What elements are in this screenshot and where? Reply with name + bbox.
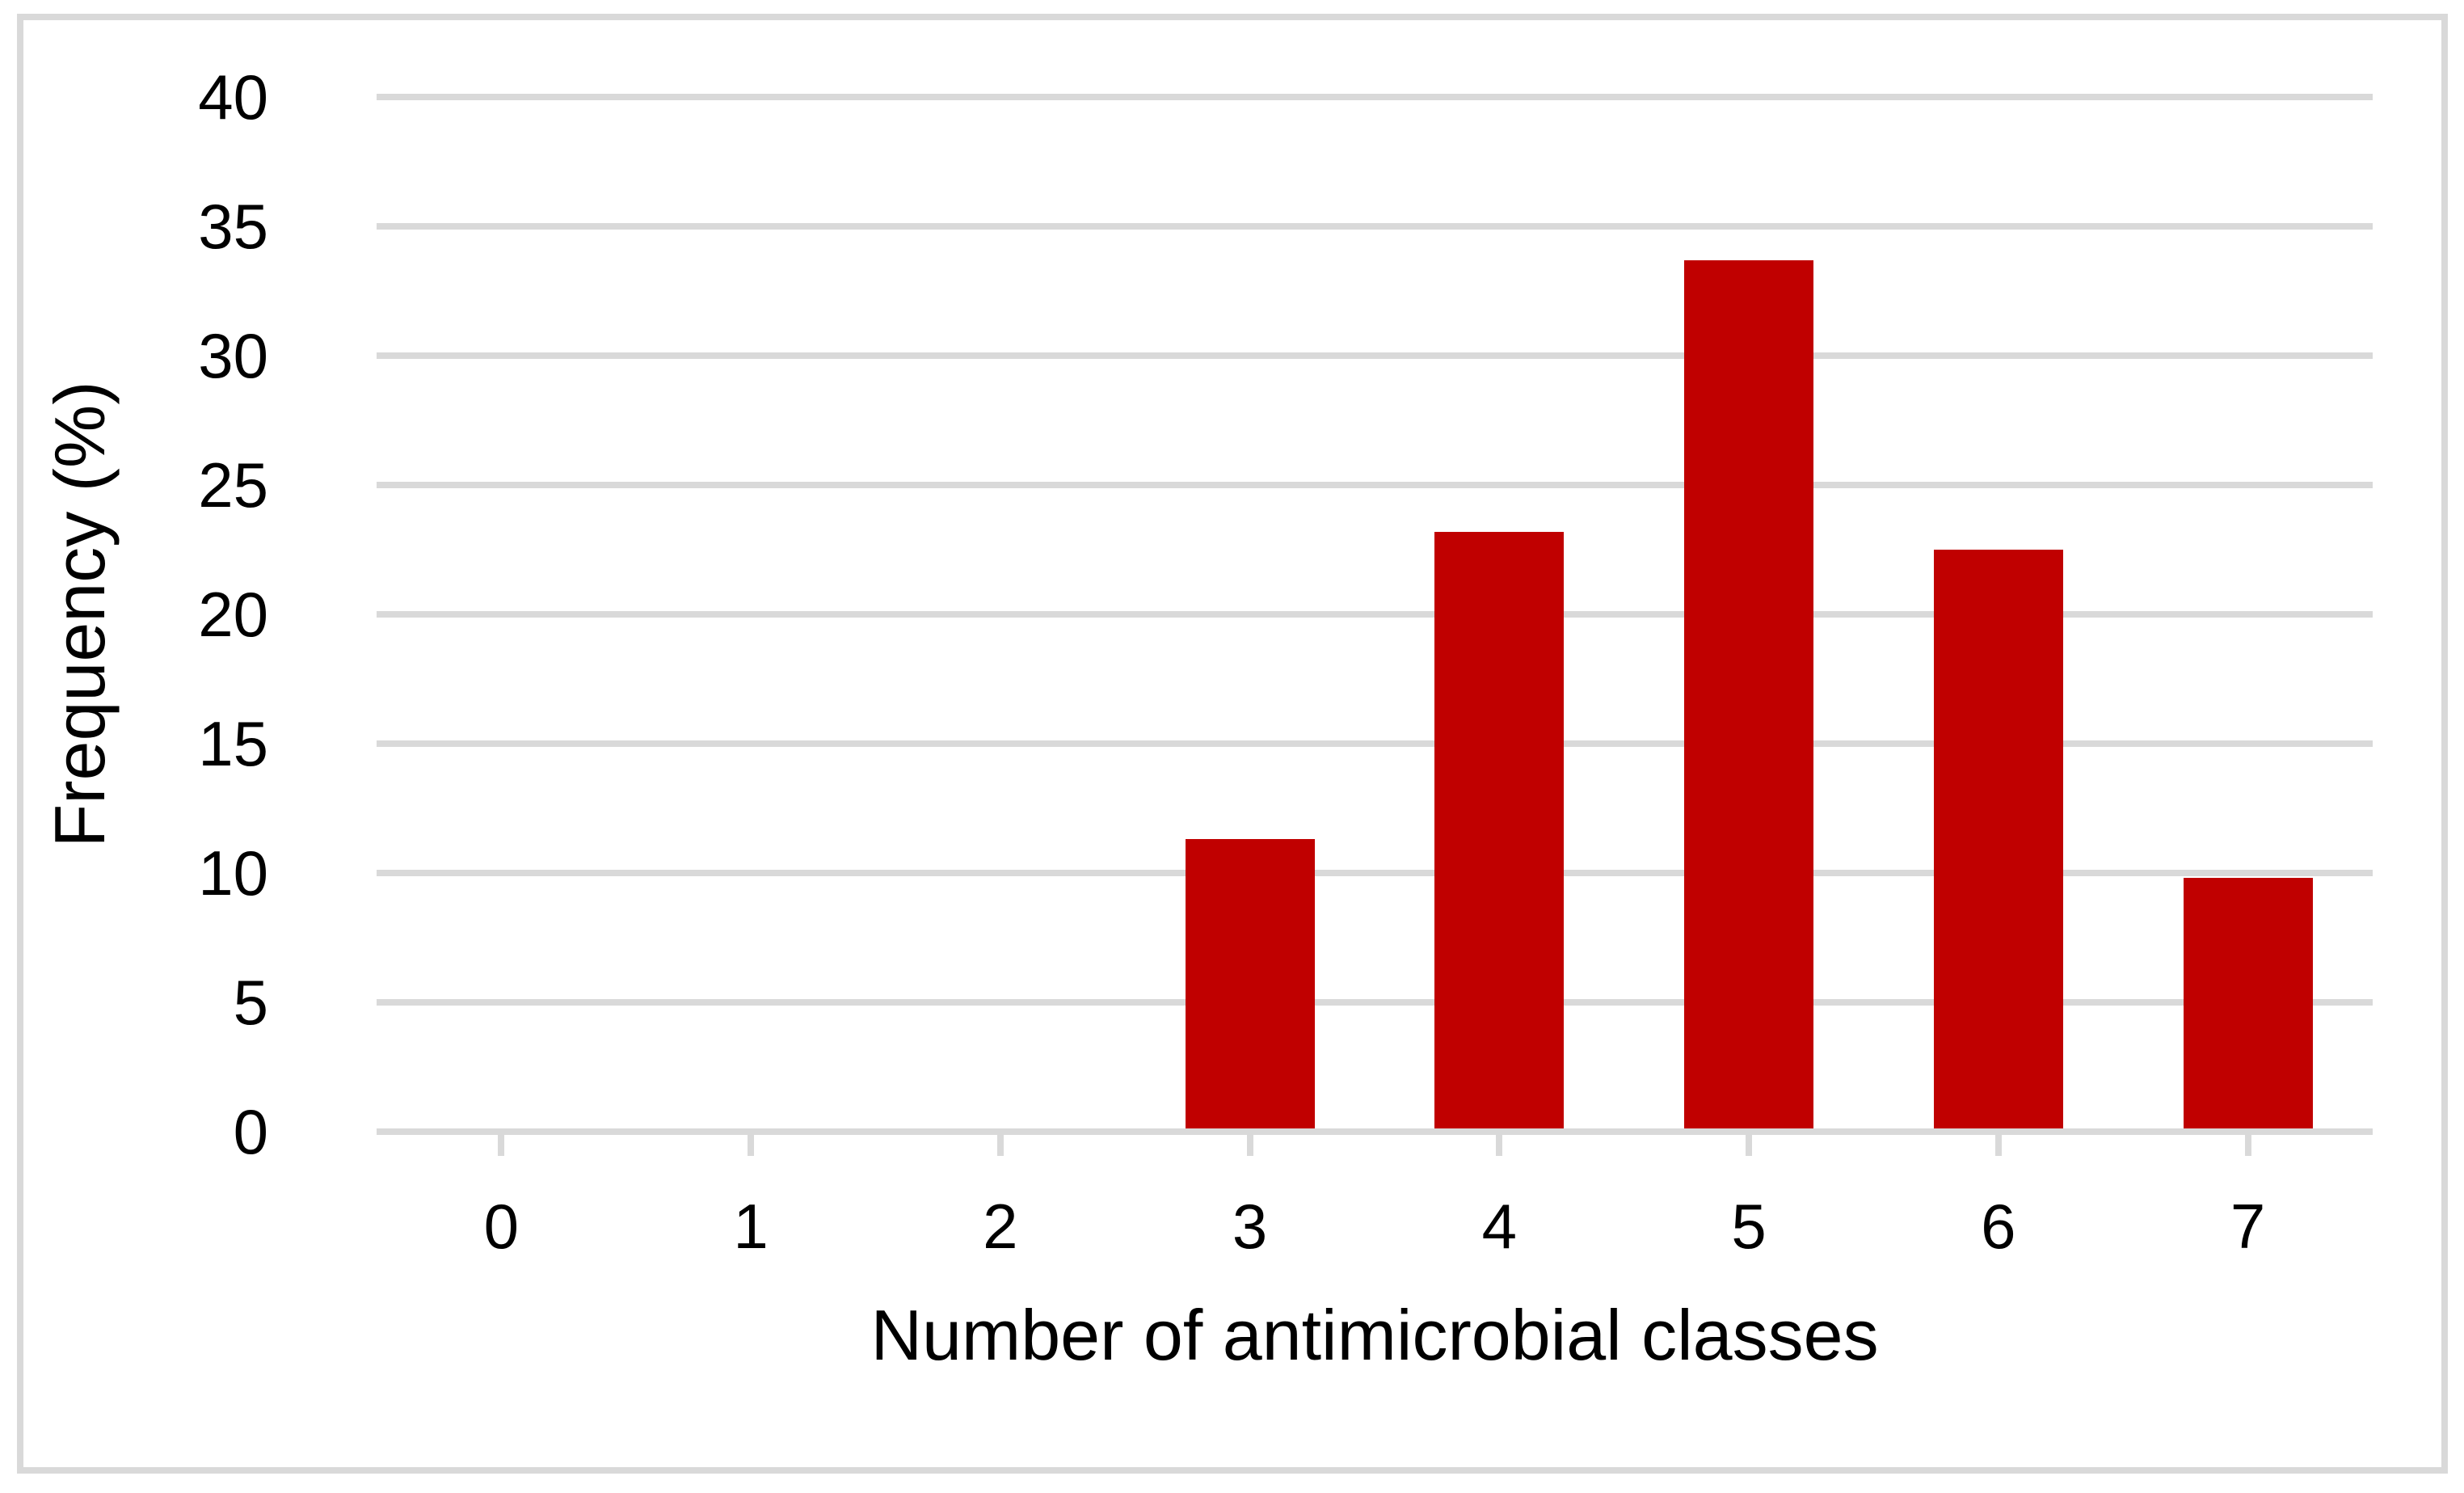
- y-tick-label-35: 35: [198, 191, 268, 262]
- gridline-40: [377, 94, 2373, 100]
- gridline-20: [377, 611, 2373, 618]
- gridline-35: [377, 223, 2373, 230]
- y-tick-label-25: 25: [198, 449, 268, 521]
- x-tick-label-2: 2: [983, 1191, 1018, 1262]
- y-tick-label-40: 40: [198, 61, 268, 133]
- gridline-25: [377, 482, 2373, 488]
- x-tick-label-0: 0: [483, 1191, 520, 1262]
- x-tick-label-7: 7: [2230, 1191, 2266, 1262]
- y-tick-label-10: 10: [198, 837, 268, 909]
- y-tick-label-5: 5: [233, 967, 268, 1038]
- x-tick-label-1: 1: [733, 1191, 769, 1262]
- bar-category-3: [1185, 839, 1315, 1128]
- gridline-15: [377, 740, 2373, 747]
- y-tick-label-0: 0: [233, 1096, 268, 1167]
- x-tick-label-4: 4: [1481, 1191, 1518, 1262]
- bar-category-6: [1933, 550, 2063, 1128]
- x-tick-label-5: 5: [1731, 1191, 1767, 1262]
- x-tick-mark-2: [996, 1135, 1004, 1156]
- x-tick-mark-5: [1746, 1135, 1753, 1156]
- gridline-10: [377, 870, 2373, 876]
- x-axis-line: [377, 1128, 2373, 1135]
- y-tick-label-15: 15: [198, 708, 268, 779]
- y-tick-label-30: 30: [198, 320, 268, 391]
- bar-category-4: [1434, 531, 1565, 1128]
- bar-category-7: [2183, 878, 2313, 1128]
- x-tick-mark-1: [748, 1135, 755, 1156]
- x-axis-title: Number of antimicrobial classes: [870, 1295, 1879, 1375]
- gridline-30: [377, 352, 2373, 359]
- x-tick-mark-3: [1246, 1135, 1253, 1156]
- x-tick-label-6: 6: [1981, 1191, 2016, 1262]
- x-tick-mark-6: [1994, 1135, 2002, 1156]
- y-tick-label-20: 20: [198, 579, 268, 650]
- gridline-5: [377, 999, 2373, 1006]
- x-tick-mark-0: [498, 1135, 505, 1156]
- x-tick-mark-7: [2244, 1135, 2251, 1156]
- bar-category-5: [1684, 259, 1814, 1128]
- x-tick-label-3: 3: [1232, 1191, 1268, 1262]
- y-axis-title: Frequency (%): [40, 381, 120, 848]
- x-tick-mark-4: [1496, 1135, 1503, 1156]
